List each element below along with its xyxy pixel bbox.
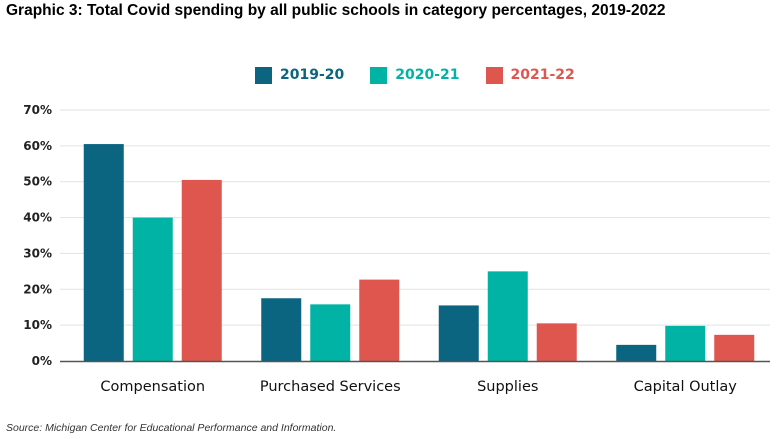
bar-supplies-2020-21: [487, 271, 528, 361]
legend-item-2020-21: 2020-21: [370, 66, 460, 84]
y-tick-label: 60%: [23, 139, 52, 153]
y-tick-label: 50%: [23, 175, 52, 189]
bar-capital-outlay-2020-21: [665, 325, 706, 361]
category-label-purchased-services: Purchased Services: [260, 379, 401, 395]
y-tick-label: 70%: [23, 103, 52, 117]
bar-capital-outlay-2019-20: [616, 344, 657, 361]
bar-capital-outlay-2021-22: [714, 334, 755, 361]
bar-compensation-2019-20: [83, 144, 124, 361]
legend-item-2019-20: 2019-20: [255, 66, 345, 84]
bars: [83, 144, 755, 361]
bar-purchased-services-2020-21: [310, 304, 351, 361]
y-tick-label: 10%: [23, 318, 52, 332]
bar-compensation-2020-21: [132, 217, 173, 361]
legend-item-2021-22: 2021-22: [485, 66, 575, 84]
category-label-compensation: Compensation: [100, 379, 205, 395]
legend-label-2019-20: 2019-20: [280, 67, 345, 83]
legend-label-2020-21: 2020-21: [395, 67, 460, 83]
legend-swatch-2020-21: [370, 66, 388, 84]
legend-swatch-2021-22: [485, 66, 503, 84]
legend-label-2021-22: 2021-22: [510, 67, 575, 83]
y-axis-ticks: 0% 10% 20% 30% 40% 50% 60% 70%: [23, 103, 52, 368]
chart-legend: 2019-20 2020-21 2021-22: [255, 65, 601, 85]
bar-compensation-2021-22: [181, 179, 222, 361]
bar-supplies-2021-22: [536, 323, 577, 361]
category-label-supplies: Supplies: [477, 379, 538, 395]
x-axis-categories: Compensation Purchased Services Supplies Ca…: [100, 379, 737, 395]
gridlines: [60, 109, 770, 326]
y-tick-label: 40%: [23, 211, 52, 225]
y-tick-label: 0%: [32, 354, 52, 368]
category-label-capital-outlay: Capital Outlay: [634, 379, 738, 395]
source-note: Source: Michigan Center for Educational …: [6, 422, 337, 434]
bar-supplies-2019-20: [438, 305, 479, 361]
bar-purchased-services-2021-22: [359, 279, 400, 361]
y-tick-label: 20%: [23, 282, 52, 296]
y-tick-label: 30%: [23, 246, 52, 260]
legend-swatch-2019-20: [255, 66, 272, 84]
bar-purchased-services-2019-20: [261, 298, 302, 361]
chart-title: Graphic 3: Total Covid spending by all p…: [6, 2, 666, 19]
